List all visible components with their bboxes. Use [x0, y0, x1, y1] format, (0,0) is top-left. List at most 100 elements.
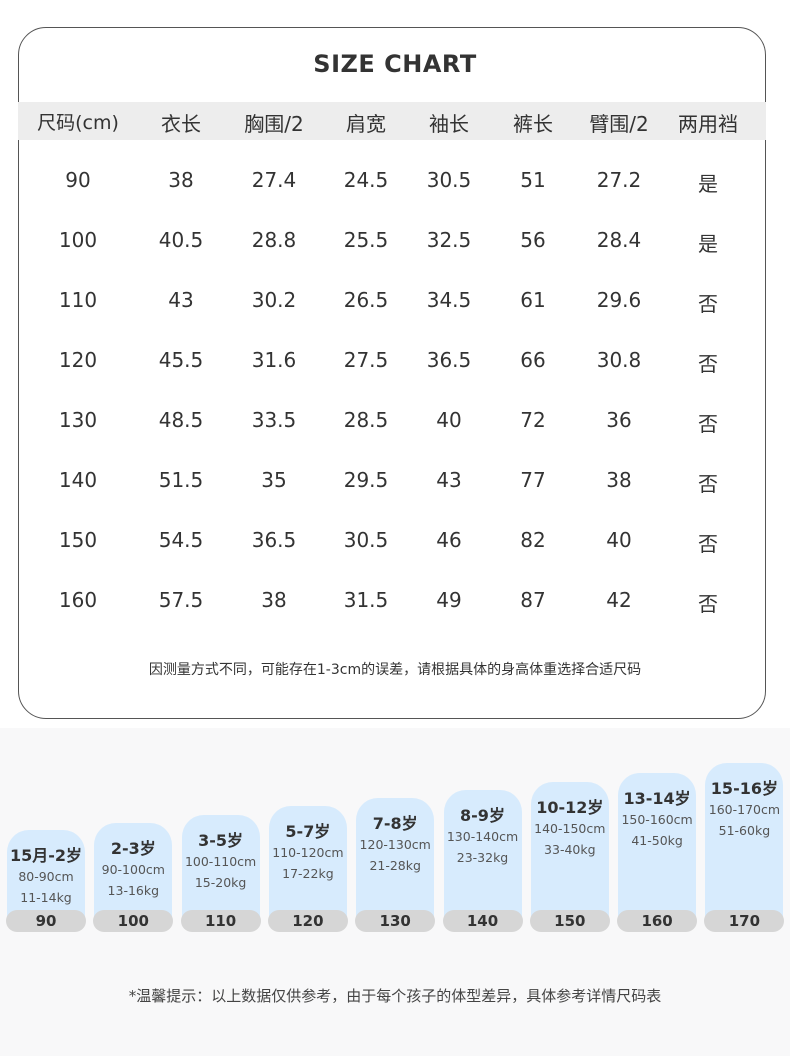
column-header: 尺码(cm) [37, 112, 119, 134]
age-label: 8-9岁 [460, 806, 505, 825]
size-guide-bar: 15-16岁 160-170cm 51-60kg [705, 763, 784, 920]
table-cell: 是 [698, 172, 718, 196]
size-guide-bar: 5-7岁 110-120cm 17-22kg [268, 806, 347, 920]
weight-range: 11-14kg [20, 890, 72, 905]
table-cell: 48.5 [158, 408, 204, 432]
height-range: 90-100cm [101, 862, 165, 877]
table-cell: 27.4 [251, 168, 297, 192]
size-guide-bar: 8-9岁 130-140cm 23-32kg [443, 790, 522, 920]
size-pill: 160 [617, 910, 698, 932]
table-cell: 160 [58, 588, 98, 612]
table-cell: 140 [58, 468, 98, 492]
table-cell: 28.5 [343, 408, 389, 432]
table-cell: 31.5 [343, 588, 389, 612]
table-cell: 36.5 [251, 528, 297, 552]
table-cell: 24.5 [343, 168, 389, 192]
size-pill: 170 [704, 910, 785, 932]
table-cell: 28.4 [596, 228, 642, 252]
table-cell: 33.5 [251, 408, 297, 432]
size-guide-bar: 10-12岁 140-150cm 33-40kg [530, 782, 609, 920]
size-guide-bar: 2-3岁 90-100cm 13-16kg [94, 823, 173, 920]
table-cell: 61 [520, 288, 546, 312]
height-range: 140-150cm [534, 821, 606, 836]
table-cell: 否 [698, 532, 718, 556]
size-pill: 150 [529, 910, 610, 932]
table-cell: 57.5 [158, 588, 204, 612]
size-guide-bar: 13-14岁 150-160cm 41-50kg [618, 773, 697, 920]
age-label: 10-12岁 [536, 798, 604, 817]
table-cell: 35 [261, 468, 287, 492]
column-header: 袖长 [429, 112, 469, 136]
column-header: 胸围/2 [244, 112, 304, 136]
table-cell: 否 [698, 412, 718, 436]
table-cell: 51.5 [158, 468, 204, 492]
size-pill: 90 [6, 910, 86, 932]
table-cell: 56 [520, 228, 546, 252]
table-cell: 66 [520, 348, 546, 372]
page-title: SIZE CHART [313, 50, 477, 78]
table-cell: 30.5 [426, 168, 472, 192]
table-cell: 30.2 [251, 288, 297, 312]
measurement-note: 因测量方式不同，可能存在1-3cm的误差，请根据具体的身高体重选择合适尺码 [148, 662, 642, 678]
table-cell: 49 [436, 588, 462, 612]
table-cell: 否 [698, 352, 718, 376]
table-cell: 40 [436, 408, 462, 432]
table-cell: 28.8 [251, 228, 297, 252]
table-cell: 否 [698, 292, 718, 316]
table-cell: 38 [168, 168, 194, 192]
table-cell: 27.2 [596, 168, 642, 192]
tip-text: *温馨提示：以上数据仅供参考，由于每个孩子的体型差异，具体参考详情尺码表 [128, 987, 662, 1005]
age-label: 7-8岁 [372, 814, 418, 833]
weight-range: 33-40kg [544, 842, 596, 857]
table-cell: 43 [168, 288, 194, 312]
weight-range: 21-28kg [369, 858, 421, 873]
height-range: 120-130cm [359, 837, 431, 852]
age-label: 5-7岁 [285, 822, 331, 841]
table-cell: 120 [58, 348, 98, 372]
column-header: 裤长 [513, 112, 553, 136]
size-pill: 120 [267, 910, 348, 932]
table-cell: 110 [58, 288, 98, 312]
size-pill: 100 [93, 910, 174, 932]
table-cell: 150 [58, 528, 98, 552]
table-cell: 42 [606, 588, 632, 612]
table-cell: 54.5 [158, 528, 204, 552]
table-cell: 40.5 [158, 228, 204, 252]
age-label: 2-3岁 [110, 839, 156, 858]
table-cell: 38 [606, 468, 632, 492]
size-pill: 130 [355, 910, 436, 932]
table-cell: 45.5 [158, 348, 204, 372]
age-label: 3-5岁 [198, 831, 244, 850]
weight-range: 17-22kg [282, 866, 334, 881]
height-range: 100-110cm [184, 854, 257, 869]
size-pill: 110 [180, 910, 261, 932]
height-range: 130-140cm [446, 829, 519, 844]
table-cell: 36 [606, 408, 632, 432]
table-cell: 是 [698, 232, 718, 256]
column-header: 臂围/2 [589, 112, 649, 136]
weight-range: 41-50kg [631, 833, 683, 848]
table-cell: 31.6 [251, 348, 297, 372]
table-cell: 43 [436, 468, 462, 492]
table-cell: 29.6 [596, 288, 642, 312]
table-cell: 34.5 [426, 288, 472, 312]
table-cell: 32.5 [426, 228, 472, 252]
height-range: 150-160cm [621, 812, 693, 827]
height-range: 110-120cm [272, 845, 344, 860]
column-header: 肩宽 [346, 112, 386, 136]
table-cell: 82 [520, 528, 546, 552]
table-cell: 29.5 [343, 468, 389, 492]
table-cell: 100 [58, 228, 98, 252]
table-cell: 30.5 [343, 528, 389, 552]
age-label: 15月-2岁 [9, 846, 83, 865]
table-cell: 36.5 [426, 348, 472, 372]
table-cell: 77 [520, 468, 546, 492]
size-guide-bar: 3-5岁 100-110cm 15-20kg [181, 815, 260, 920]
table-cell: 130 [58, 408, 98, 432]
table-cell: 90 [65, 168, 91, 192]
size-guide-bar: 7-8岁 120-130cm 21-28kg [356, 798, 435, 920]
size-guide-bar: 15月-2岁 80-90cm 11-14kg [7, 830, 85, 920]
column-header: 两用裆 [678, 112, 738, 136]
table-cell: 否 [698, 472, 718, 496]
table-cell: 26.5 [343, 288, 389, 312]
